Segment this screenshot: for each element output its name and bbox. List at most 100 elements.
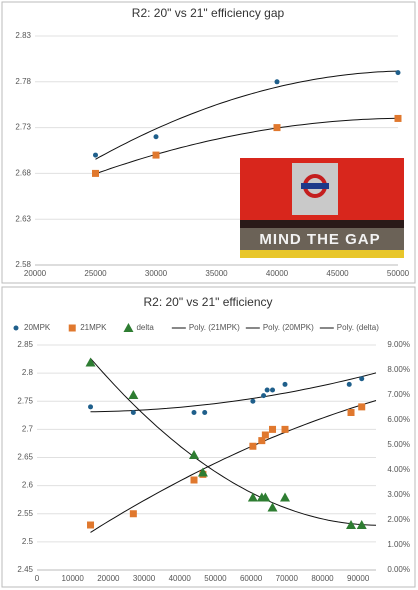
- point: [153, 134, 159, 140]
- point: [88, 404, 94, 410]
- point: [346, 520, 357, 529]
- y2-tick-label: 3.00%: [387, 490, 410, 499]
- point: [152, 151, 160, 159]
- y-tick-label: 2.68: [15, 169, 31, 178]
- x-tick-label: 80000: [311, 574, 334, 583]
- point: [87, 521, 95, 529]
- point: [85, 357, 96, 367]
- legend-marker: [123, 323, 134, 332]
- x-tick-label: 30000: [133, 574, 156, 583]
- y-tick-label: 2.63: [15, 214, 31, 223]
- legend-marker: [13, 325, 19, 331]
- point: [358, 403, 366, 411]
- y-tick-label: 2.6: [22, 481, 34, 490]
- y-tick-label: 2.5: [22, 537, 34, 546]
- photo: MIND THE GAP: [240, 158, 404, 258]
- x-tick-label: 90000: [347, 574, 370, 583]
- y2-tick-label: 1.00%: [387, 540, 410, 549]
- legend-label: delta: [136, 323, 154, 332]
- x-tick-label: 25000: [84, 269, 107, 278]
- point: [346, 381, 352, 387]
- y2-tick-label: 0.00%: [387, 565, 410, 574]
- y-tick-label: 2.85: [17, 340, 33, 349]
- point: [247, 492, 258, 502]
- point: [261, 393, 267, 399]
- point: [281, 425, 289, 433]
- roundel-bar: [301, 183, 329, 189]
- x-tick-label: 35000: [205, 269, 228, 278]
- point: [129, 510, 137, 518]
- y-tick-label: 2.75: [17, 396, 33, 405]
- y2-tick-label: 2.00%: [387, 515, 410, 524]
- x-tick-label: 30000: [145, 269, 168, 278]
- x-tick-label: 50000: [204, 574, 227, 583]
- point: [267, 502, 278, 512]
- y2-tick-label: 7.00%: [387, 390, 410, 399]
- legend-label: 20MPK: [24, 323, 51, 332]
- trend-line: [95, 70, 399, 160]
- y-tick-label: 2.45: [17, 565, 33, 574]
- y-tick-label: 2.55: [17, 509, 33, 518]
- y2-tick-label: 8.00%: [387, 365, 410, 374]
- point: [260, 492, 271, 502]
- point: [258, 437, 266, 445]
- y2-tick-label: 9.00%: [387, 340, 410, 349]
- point: [92, 169, 99, 177]
- point: [197, 467, 208, 477]
- point: [130, 410, 136, 415]
- y-tick-label: 2.58: [15, 260, 31, 269]
- chart-title: R2: 20" vs 21" efficiency: [143, 295, 272, 309]
- x-tick-label: 45000: [326, 269, 349, 278]
- x-tick-label: 20000: [97, 574, 120, 583]
- point: [273, 124, 281, 132]
- y-tick-label: 2.8: [22, 368, 34, 377]
- trend-line: [90, 372, 377, 413]
- point: [269, 425, 277, 433]
- y-tick-label: 2.7: [22, 424, 34, 433]
- legend-label: Poly. (delta): [337, 323, 379, 332]
- point: [249, 442, 257, 450]
- point: [356, 520, 367, 529]
- point: [261, 431, 269, 439]
- legend-label: Poly. (20MPK): [263, 323, 314, 332]
- y2-tick-label: 6.00%: [387, 415, 410, 424]
- y-tick-label: 2.73: [15, 123, 31, 132]
- trend-line: [90, 400, 377, 533]
- point: [395, 70, 401, 76]
- chart-title: R2: 20" vs 21" efficiency gap: [132, 6, 285, 20]
- y-tick-label: 2.83: [15, 31, 31, 40]
- point: [264, 387, 270, 393]
- point: [394, 114, 402, 122]
- point: [280, 492, 291, 502]
- point: [190, 476, 198, 484]
- x-tick-label: 60000: [240, 574, 263, 583]
- point: [282, 381, 288, 387]
- point: [93, 152, 98, 158]
- point: [250, 398, 256, 404]
- x-tick-label: 0: [35, 574, 40, 583]
- x-tick-label: 40000: [169, 574, 192, 583]
- point: [270, 387, 276, 393]
- y-tick-label: 2.78: [15, 77, 31, 86]
- legend-label: Poly. (21MPK): [189, 323, 240, 332]
- y2-tick-label: 5.00%: [387, 440, 410, 449]
- point: [347, 409, 355, 416]
- y-tick-label: 2.65: [17, 453, 33, 462]
- point: [189, 450, 200, 459]
- photo-text: MIND THE GAP: [259, 231, 380, 248]
- y2-tick-label: 4.00%: [387, 465, 410, 474]
- x-tick-label: 50000: [387, 269, 410, 278]
- point: [359, 376, 365, 382]
- legend-marker: [68, 324, 76, 332]
- point: [128, 390, 139, 399]
- x-tick-label: 10000: [62, 574, 85, 583]
- legend-label: 21MPK: [80, 323, 107, 332]
- point: [191, 410, 197, 415]
- chart-frame: [1, 286, 416, 588]
- yellow-line: [240, 250, 404, 258]
- x-tick-label: 40000: [266, 269, 289, 278]
- trend-line: [90, 358, 377, 526]
- trend-line: [95, 117, 399, 175]
- point: [274, 79, 280, 85]
